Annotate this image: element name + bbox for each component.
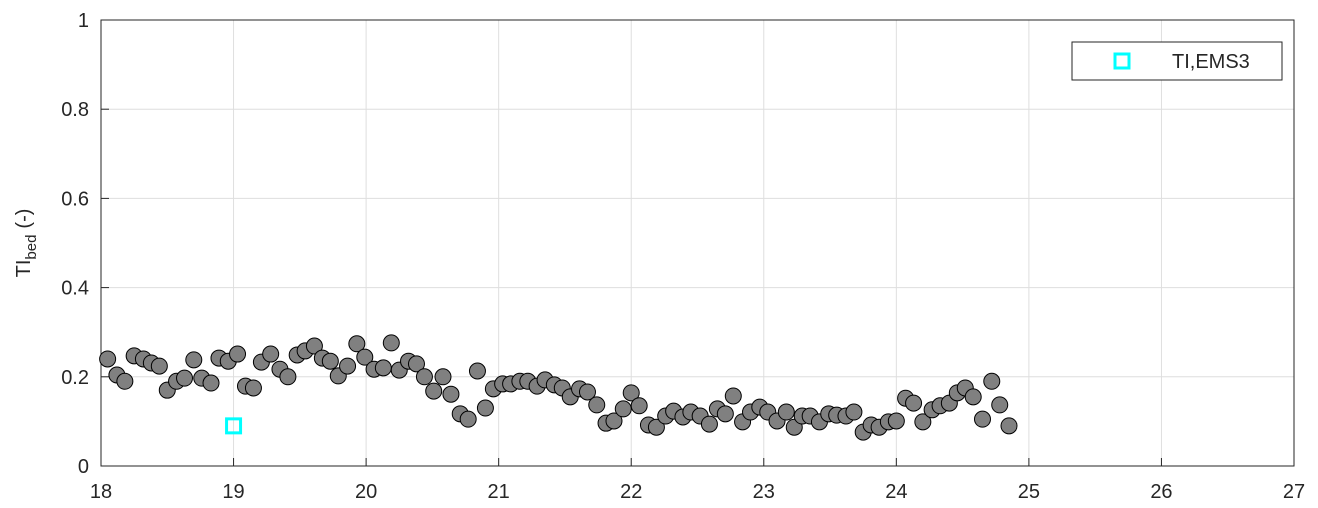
legend-box <box>1071 41 1283 81</box>
data-point <box>116 372 134 390</box>
x-tick-label: 27 <box>1283 481 1305 503</box>
y-label-main: TI <box>13 260 35 278</box>
data-point <box>605 412 623 430</box>
y-label-unit: (-) <box>13 209 35 229</box>
data-point <box>407 355 425 373</box>
data-point <box>176 369 194 387</box>
data-point <box>356 348 374 366</box>
x-tick-label: 23 <box>753 481 775 503</box>
data-point <box>425 382 443 400</box>
plot-area <box>101 20 1294 466</box>
x-tick-label: 25 <box>1018 481 1040 503</box>
data-point <box>476 399 494 417</box>
data-point <box>905 394 923 412</box>
data-point <box>339 357 357 375</box>
x-tick-label: 26 <box>1150 481 1172 503</box>
x-tick-label: 21 <box>488 481 510 503</box>
data-point <box>973 410 991 428</box>
data-point <box>983 372 1001 390</box>
y-tick-label: 0 <box>78 456 89 478</box>
data-point <box>991 396 1009 414</box>
data-point <box>279 368 297 386</box>
data-point <box>700 415 718 433</box>
data-point <box>630 397 648 415</box>
data-point <box>964 388 982 406</box>
x-tick-label: 18 <box>90 481 112 503</box>
data-point <box>150 357 168 375</box>
x-tick-label: 19 <box>222 481 244 503</box>
data-point <box>262 345 280 363</box>
data-point <box>845 403 863 421</box>
data-point <box>914 413 932 431</box>
data-point <box>887 412 905 430</box>
x-tick-label: 22 <box>620 481 642 503</box>
data-point <box>724 387 742 405</box>
data-point <box>578 383 596 401</box>
data-point <box>305 337 323 355</box>
data-point <box>202 374 220 392</box>
data-point <box>647 418 665 436</box>
y-tick-label: 0.2 <box>61 367 89 389</box>
data-point <box>415 368 433 386</box>
y-tick-label: 1 <box>78 10 89 32</box>
y-tick-label: 0.4 <box>61 278 89 300</box>
data-point <box>244 379 262 397</box>
data-point <box>442 385 460 403</box>
data-point <box>382 334 400 352</box>
data-point <box>588 396 606 414</box>
data-point <box>321 352 339 370</box>
y-tick-label: 0.6 <box>61 188 89 210</box>
y-tick-label: 0.8 <box>61 99 89 121</box>
data-point <box>1000 417 1018 435</box>
x-tick-label: 20 <box>355 481 377 503</box>
data-point <box>229 345 247 363</box>
y-axis-label: TIbed (-) <box>13 209 40 278</box>
data-point <box>622 384 640 402</box>
data-point <box>185 351 203 369</box>
data-point <box>348 335 366 353</box>
y-label-subscript: bed <box>23 235 40 260</box>
data-point <box>99 350 117 368</box>
data-point <box>468 362 486 380</box>
data-point <box>374 359 392 377</box>
data-point <box>614 400 632 418</box>
data-point <box>777 403 795 421</box>
data-point <box>225 417 243 435</box>
data-point <box>434 368 452 386</box>
x-tick-label: 24 <box>885 481 907 503</box>
data-point <box>716 405 734 423</box>
data-point <box>459 410 477 428</box>
legend-marker <box>1113 52 1131 70</box>
plot-frame <box>100 19 1295 467</box>
legend-label: TI,EMS3 <box>1172 51 1250 73</box>
